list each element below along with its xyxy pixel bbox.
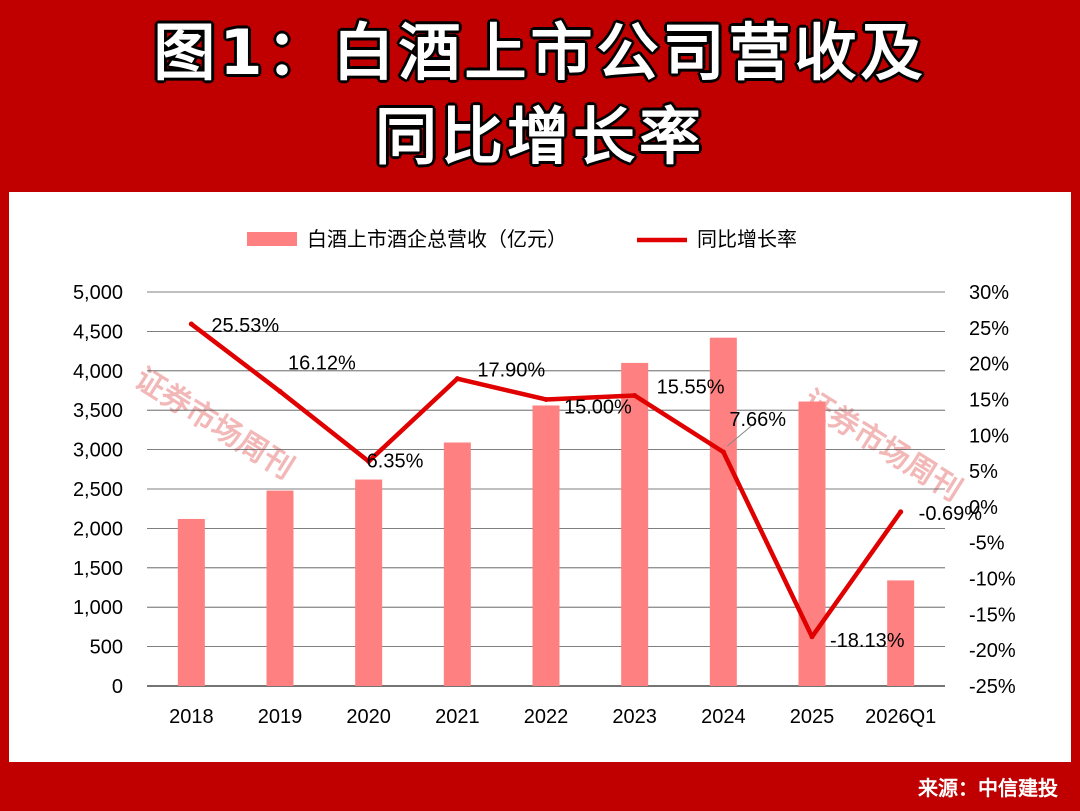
bar-2023 <box>621 362 649 686</box>
growth-point-2024 <box>720 449 726 455</box>
bar-2024 <box>709 337 737 686</box>
legend-bar-label: 白酒上市酒企总营收（亿元） <box>307 228 567 251</box>
combo-chart: 证券市场周刊 证券市场周刊05001,0001,5002,0002,5003,00… <box>73 228 1016 728</box>
right-tick-label: 25% <box>969 318 1009 340</box>
x-tick-label: 2024 <box>701 706 746 728</box>
x-tick-label: 2020 <box>346 706 391 728</box>
left-tick-label: 3,500 <box>73 400 123 422</box>
left-tick-label: 2,500 <box>73 479 123 501</box>
label-leader-line <box>727 425 752 447</box>
right-tick-label: 10% <box>969 425 1009 447</box>
growth-point-2025 <box>809 634 815 640</box>
left-tick-label: 4,500 <box>73 321 123 343</box>
growth-point-2023 <box>632 393 638 399</box>
left-tick-label: 1,500 <box>73 558 123 580</box>
bar-2022 <box>532 405 560 686</box>
right-tick-label: -15% <box>969 604 1016 626</box>
source-note: 来源：中信建投 <box>918 776 1058 800</box>
right-tick-label: -5% <box>969 533 1005 555</box>
x-tick-label: 2025 <box>790 706 835 728</box>
growth-point-2019 <box>277 388 283 394</box>
left-tick-label: 5,000 <box>73 282 123 304</box>
title-line-2: 同比增长率 <box>374 100 705 173</box>
right-tick-label: 20% <box>969 354 1009 376</box>
bar-2021 <box>443 442 471 686</box>
bar-2018 <box>177 518 205 686</box>
growth-label-2022: 15.00% <box>564 396 632 418</box>
growth-point-2021 <box>454 376 460 382</box>
bar-2026Q1 <box>887 580 915 686</box>
right-tick-label: 30% <box>969 282 1009 304</box>
x-tick-label: 2022 <box>524 706 569 728</box>
left-tick-label: 3,000 <box>73 440 123 462</box>
growth-label-2019: 16.12% <box>288 352 356 374</box>
right-tick-label: 5% <box>969 461 998 483</box>
growth-label-2020: 6.35% <box>367 450 424 472</box>
legend-line-label: 同比增长率 <box>697 228 797 251</box>
growth-point-2026Q1 <box>898 509 904 515</box>
bar-2019 <box>266 490 294 686</box>
right-tick-label: 15% <box>969 389 1009 411</box>
growth-point-2022 <box>543 396 549 402</box>
bar-2025 <box>798 401 826 686</box>
growth-point-2018 <box>188 321 194 327</box>
x-tick-label: 2018 <box>169 706 214 728</box>
growth-point-2020 <box>366 458 372 464</box>
watermark-1: 证券市场周刊 <box>129 361 300 485</box>
legend-bar-swatch <box>247 232 297 246</box>
x-tick-label: 2019 <box>258 706 303 728</box>
x-tick-label: 2023 <box>612 706 657 728</box>
bar-2020 <box>355 479 383 686</box>
left-tick-label: 1,000 <box>73 597 123 619</box>
growth-label-2024: 7.66% <box>729 409 786 431</box>
left-tick-label: 2,000 <box>73 518 123 540</box>
growth-label-2023: 15.55% <box>657 377 725 399</box>
right-tick-label: -10% <box>969 569 1016 591</box>
right-tick-label: -20% <box>969 640 1016 662</box>
left-tick-label: 500 <box>90 637 123 659</box>
right-tick-label: -25% <box>969 676 1016 698</box>
x-tick-label: 2021 <box>435 706 480 728</box>
growth-label-2021: 17.90% <box>477 360 545 382</box>
chart-panel: 证券市场周刊 证券市场周刊 0 500 1,000 1,500 2,000 2,500 3,00… <box>9 192 1071 762</box>
title-line-1: 图1：白酒上市公司营收及 <box>153 16 927 89</box>
growth-label-2025: -18.13% <box>830 630 905 652</box>
left-tick-label: 0 <box>112 676 123 698</box>
right-tick-label: 0% <box>969 497 998 519</box>
x-tick-label: 2026Q1 <box>865 706 936 728</box>
left-tick-label: 4,000 <box>73 361 123 383</box>
growth-label-2018: 25.53% <box>211 315 279 337</box>
growth-label-2026Q1: -0.69% <box>919 503 983 525</box>
header-banner: 图1：白酒上市公司营收及 同比增长率 <box>0 0 1080 190</box>
